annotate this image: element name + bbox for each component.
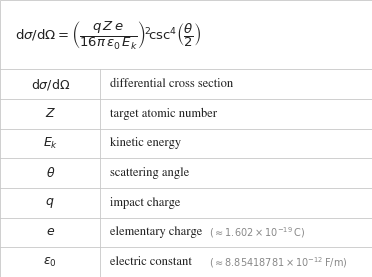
Text: target atomic number: target atomic number xyxy=(110,108,217,120)
Text: $\mathrm{d}\sigma/\mathrm{d}\Omega = \left(\dfrac{q\,Z\,e}{16\pi\,\varepsilon_0\: $\mathrm{d}\sigma/\mathrm{d}\Omega = \le… xyxy=(15,19,201,51)
Text: $E_k$: $E_k$ xyxy=(42,136,58,151)
Text: $\theta$: $\theta$ xyxy=(45,166,55,180)
Text: $Z$: $Z$ xyxy=(45,107,56,120)
Text: $(\approx 1.602\times 10^{-19}\,\text{C})$: $(\approx 1.602\times 10^{-19}\,\text{C}… xyxy=(209,225,305,240)
Text: $\mathrm{d}\sigma/\mathrm{d}\Omega$: $\mathrm{d}\sigma/\mathrm{d}\Omega$ xyxy=(31,76,70,92)
Text: elementary charge: elementary charge xyxy=(110,227,205,238)
Text: kinetic energy: kinetic energy xyxy=(110,137,181,150)
Text: electric constant: electric constant xyxy=(110,256,195,268)
Text: $\varepsilon_0$: $\varepsilon_0$ xyxy=(44,256,57,269)
Text: $q$: $q$ xyxy=(45,196,55,210)
Text: scattering angle: scattering angle xyxy=(110,167,189,179)
Text: impact charge: impact charge xyxy=(110,197,180,209)
Text: $e$: $e$ xyxy=(46,227,55,238)
Text: differential cross section: differential cross section xyxy=(110,78,233,90)
Text: $(\approx 8.85418781\times 10^{-12}\,\text{F/m})$: $(\approx 8.85418781\times 10^{-12}\,\te… xyxy=(209,255,347,270)
